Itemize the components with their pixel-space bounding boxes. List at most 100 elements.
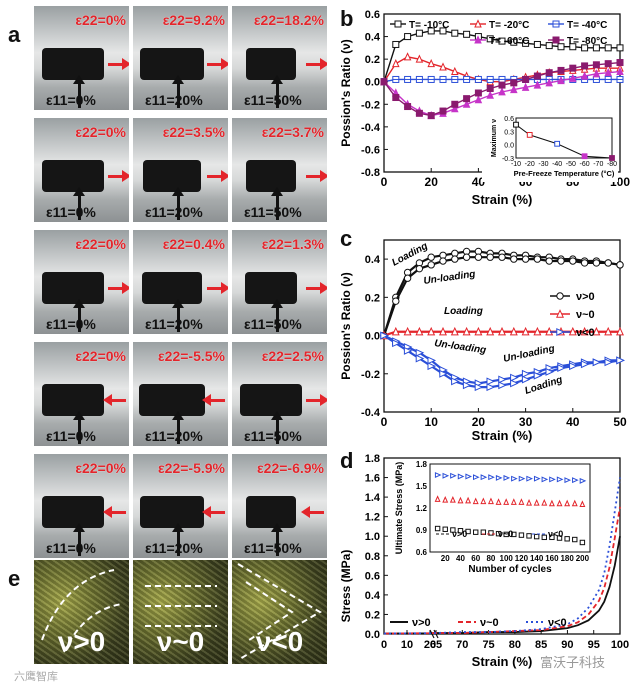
legend-marker <box>474 35 482 44</box>
legend-label: ν<0 <box>576 327 595 339</box>
inset-point <box>526 475 533 482</box>
inset-x-tick-label: 20 <box>441 554 450 563</box>
legend-marker <box>556 328 565 336</box>
y-tick-label: 0.2 <box>365 609 380 621</box>
lateral-arrow-icon <box>108 282 129 294</box>
y-tick-label: -0.6 <box>361 144 380 156</box>
micrograph-zero: ν~0 <box>133 560 228 664</box>
x-tick-label: 80 <box>509 639 521 651</box>
data-point <box>545 42 553 50</box>
x-tick-label: 20 <box>424 639 436 651</box>
legend-label: ν~0 <box>576 309 595 321</box>
data-point <box>509 326 518 336</box>
eps22-label: ε22=0% <box>75 236 126 252</box>
legend-marker <box>552 36 560 44</box>
data-point <box>580 71 589 80</box>
inset-point <box>556 499 563 507</box>
data-point <box>522 39 530 47</box>
eps11-label: ε11=50% <box>244 316 302 332</box>
inset-point <box>457 528 464 534</box>
inset-point <box>533 533 540 540</box>
data-point <box>439 27 447 35</box>
y-tick-label: -0.2 <box>361 369 380 381</box>
inset-point <box>510 498 517 505</box>
sample-body <box>245 272 297 304</box>
inset-point <box>581 153 588 160</box>
x-tick-label: 70 <box>456 639 468 651</box>
y-tick-label: 1.8 <box>365 453 380 465</box>
data-point <box>510 255 518 263</box>
y-tick-label: 0.6 <box>365 9 380 21</box>
y-tick-label: 1.6 <box>365 473 380 485</box>
inset-point <box>541 498 548 506</box>
x-tick-label: 30 <box>519 415 533 429</box>
plot-frame <box>383 239 621 413</box>
inset-point <box>450 527 456 533</box>
legend-label: T= -80°C <box>567 36 607 47</box>
y-tick-label: 1.2 <box>365 512 380 524</box>
eps11-label: ε11=20% <box>145 92 203 108</box>
inset-point <box>495 498 502 505</box>
y-tick-label: 0.0 <box>365 331 380 343</box>
data-point <box>415 326 424 336</box>
data-point <box>521 369 531 378</box>
eps22-label: ε22=-6.9% <box>257 460 324 476</box>
panel-label-c: c <box>340 226 353 251</box>
data-point <box>380 78 388 86</box>
sample-body <box>246 496 296 528</box>
inset-point <box>503 531 509 538</box>
lateral-arrow-icon <box>103 394 126 406</box>
inset-point <box>465 496 472 504</box>
lateral-arrow-icon <box>202 394 225 406</box>
inset-x-tick-label: -40 <box>552 161 562 168</box>
inset-point <box>449 496 456 503</box>
inset-x-tick-label: 80 <box>486 554 495 563</box>
data-point <box>486 90 494 99</box>
eps22-label: ε22=9.2% <box>162 12 225 28</box>
sample-body <box>42 48 104 80</box>
inset-point <box>465 473 473 480</box>
inset-x-tick-label: -20 <box>525 161 535 168</box>
y-tick-label: 1.4 <box>365 492 381 504</box>
inset-point <box>457 473 465 480</box>
data-point <box>404 103 412 111</box>
y-tick-label: 0.0 <box>365 629 380 641</box>
compression-arrow-icon <box>271 75 283 108</box>
data-point <box>581 44 589 52</box>
inset-point <box>511 531 517 538</box>
data-point <box>427 362 437 371</box>
micrograph-label: ν>0 <box>57 626 106 657</box>
data-point <box>403 52 412 61</box>
inset-y-tick-label: 1.2 <box>416 504 428 513</box>
inset-point <box>518 532 525 538</box>
data-point <box>580 360 590 369</box>
inset-x-label: Number of cycles <box>468 564 552 575</box>
inset-point <box>556 476 564 483</box>
inset-point <box>564 536 570 542</box>
inset-point <box>434 525 441 532</box>
data-point <box>462 326 471 336</box>
data-point <box>533 371 543 380</box>
data-point <box>498 253 506 261</box>
data-point <box>415 29 423 37</box>
inset-x-tick-label: -50 <box>566 161 576 168</box>
data-point <box>451 377 460 386</box>
inset-y-tick-label: 0.6 <box>416 548 428 557</box>
inset-x-label: Pre-Freeze Temperature (°C) <box>514 169 615 178</box>
lateral-arrow-icon <box>207 282 228 294</box>
data-point <box>569 73 577 82</box>
data-point <box>474 89 482 97</box>
data-point <box>498 81 506 89</box>
data-point <box>427 253 435 261</box>
compression-arrow-icon <box>271 411 283 444</box>
inset-frame <box>429 463 591 553</box>
legend-marker <box>474 19 482 28</box>
sample-body <box>140 496 204 528</box>
legend-label: ν>0 <box>412 617 431 629</box>
data-point <box>521 82 530 91</box>
data-point <box>545 257 553 265</box>
data-point <box>403 326 412 336</box>
data-point <box>474 326 483 336</box>
compression-arrow-icon <box>271 187 283 220</box>
